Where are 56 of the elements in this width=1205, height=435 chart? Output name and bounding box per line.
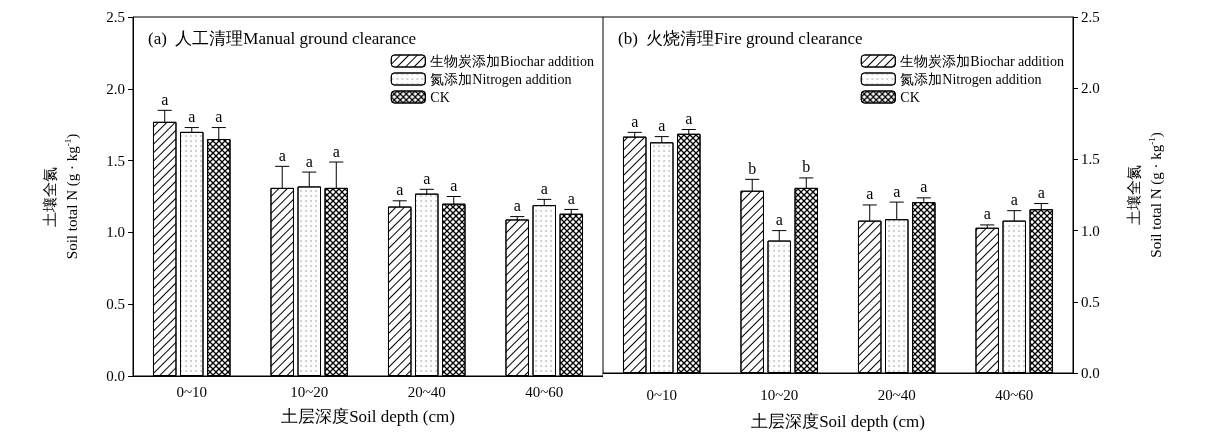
data-label: a [1037, 184, 1045, 202]
data-label: a [1010, 191, 1018, 209]
legend-label: 生物炭添加Biochar addition [430, 53, 594, 69]
text: (a) 人工清理Manual ground clearance [148, 29, 417, 48]
data-label: a [215, 108, 223, 126]
data-label: a [513, 197, 521, 215]
data-label: b [748, 159, 757, 177]
data-label: a [920, 178, 928, 196]
x-tick-label: 0~10 [176, 383, 208, 400]
data-label: a [450, 177, 458, 194]
y-tick-label: 2.5 [106, 9, 125, 25]
y2-tick-label: 2.5 [1081, 9, 1100, 25]
y-tick-label: 1.5 [106, 152, 125, 169]
data-label: a [685, 110, 693, 127]
y2-tick-label: 0.5 [1081, 293, 1100, 310]
y2-tick-label: 1.0 [1081, 222, 1100, 239]
x-tick-label: 20~40 [877, 386, 916, 403]
y-tick-label: 0.5 [106, 296, 125, 313]
y-tick-label: 2.0 [106, 80, 125, 97]
x-tick-label: 40~60 [995, 386, 1034, 403]
legend-label: CK [900, 89, 920, 105]
y2-axis-title: 土壤全氮 Soil total N (g · kg-1) [1126, 132, 1165, 258]
data-label: b [802, 158, 811, 176]
legend-label: 氮添加Nitrogen addition [430, 71, 572, 87]
x-tick-label: 10~20 [290, 383, 329, 400]
y2-tick-label: 1.5 [1081, 151, 1100, 168]
y-tick-label: 1.0 [106, 224, 125, 241]
data-label: a [893, 182, 901, 200]
text: (b) 火烧清理Fire ground clearance [618, 29, 863, 48]
data-label: a [188, 108, 196, 126]
data-label: a [332, 142, 340, 160]
y2-tick-label: 0.0 [1081, 365, 1100, 381]
data-label: a [305, 152, 313, 170]
data-label: a [567, 189, 575, 207]
x-tick-label: 0~10 [646, 386, 678, 403]
data-label: a [423, 169, 431, 187]
data-label: a [278, 146, 286, 164]
data-label: a [983, 205, 991, 223]
y-tick-label: 0.0 [106, 368, 125, 384]
y2-tick-label: 2.0 [1081, 80, 1100, 97]
x-tick-label: 20~40 [407, 383, 446, 400]
x-axis-title: 土层深度Soil depth (cm) [751, 412, 925, 431]
data-label: a [161, 90, 169, 108]
legend-label: 生物炭添加Biochar addition [900, 53, 1064, 69]
legend-label: CK [430, 89, 450, 105]
data-label: a [631, 112, 639, 130]
data-label: a [540, 179, 548, 197]
data-label: a [396, 181, 404, 199]
x-axis-title: 土层深度Soil depth (cm) [281, 407, 455, 426]
data-label: a [658, 117, 666, 135]
data-label: a [866, 185, 874, 203]
x-tick-label: 40~60 [525, 383, 564, 400]
y-axis-title: 土壤全氮 Soil total N (g · kg-1) [42, 133, 81, 260]
data-label: a [775, 211, 783, 229]
x-tick-label: 10~20 [760, 386, 799, 403]
legend-label: 氮添加Nitrogen addition [900, 71, 1042, 87]
